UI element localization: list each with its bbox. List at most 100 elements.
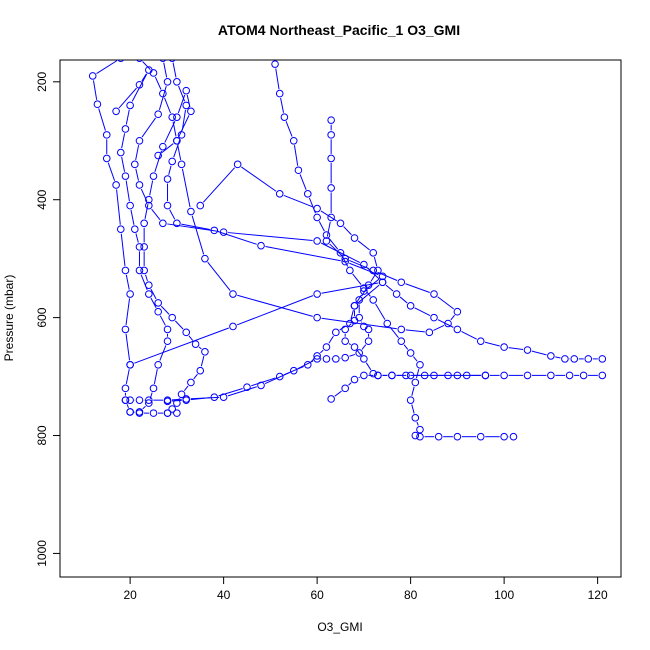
data-point bbox=[173, 136, 181, 145]
series-segment bbox=[321, 317, 397, 330]
series-segment bbox=[121, 156, 126, 172]
data-point bbox=[112, 107, 120, 116]
data-point bbox=[369, 248, 378, 257]
data-point bbox=[210, 226, 219, 235]
data-point bbox=[145, 281, 153, 289]
data-point bbox=[476, 337, 485, 345]
x-tick-label: 120 bbox=[588, 588, 608, 602]
data-point bbox=[598, 371, 607, 380]
series-segment bbox=[120, 233, 126, 267]
series-segment bbox=[149, 392, 153, 399]
data-point bbox=[121, 266, 130, 275]
data-point bbox=[327, 184, 335, 192]
data-point bbox=[121, 325, 130, 334]
series-segment bbox=[181, 223, 210, 231]
data-point bbox=[102, 154, 111, 163]
data-point bbox=[163, 409, 172, 417]
series-segment bbox=[484, 341, 500, 347]
series-segment bbox=[218, 388, 243, 397]
data-point bbox=[509, 432, 518, 441]
data-point bbox=[173, 409, 181, 417]
series-segment bbox=[177, 94, 186, 114]
data-point bbox=[163, 325, 172, 334]
data-point bbox=[416, 432, 424, 441]
series-segment bbox=[207, 261, 231, 291]
series-segment bbox=[348, 323, 352, 327]
data-point bbox=[145, 396, 153, 404]
data-point bbox=[350, 343, 359, 351]
data-point bbox=[145, 201, 153, 210]
data-point bbox=[168, 405, 176, 413]
data-point bbox=[364, 337, 373, 345]
series-segment bbox=[399, 296, 408, 304]
series-segment bbox=[237, 294, 313, 317]
data-point bbox=[565, 371, 574, 380]
data-point bbox=[570, 355, 579, 363]
data-point bbox=[453, 325, 462, 334]
series-segment bbox=[361, 344, 367, 350]
series-segment bbox=[385, 284, 394, 292]
data-point bbox=[350, 234, 359, 242]
data-point bbox=[406, 349, 415, 357]
series-segment bbox=[130, 209, 135, 225]
data-point bbox=[350, 375, 359, 384]
data-point bbox=[280, 113, 289, 121]
series-segment bbox=[326, 221, 331, 237]
data-point bbox=[598, 355, 607, 363]
data-point bbox=[149, 384, 158, 393]
y-tick-label: 800 bbox=[35, 425, 49, 445]
series-segment bbox=[299, 174, 307, 190]
y-tick-label: 200 bbox=[35, 71, 49, 91]
data-point bbox=[173, 219, 181, 228]
data-point bbox=[430, 290, 438, 298]
data-point bbox=[500, 343, 508, 351]
series-segment bbox=[140, 188, 148, 202]
data-point bbox=[196, 366, 205, 375]
data-point bbox=[332, 328, 340, 337]
series-segment bbox=[389, 326, 399, 338]
y-tick-label: 600 bbox=[35, 307, 49, 327]
data-point bbox=[294, 166, 303, 175]
data-point bbox=[336, 219, 345, 228]
series-segment bbox=[320, 349, 324, 354]
series-segment bbox=[373, 256, 378, 267]
series-segment bbox=[118, 87, 137, 109]
series-segment bbox=[285, 121, 293, 137]
data-point bbox=[243, 383, 251, 391]
series-segment bbox=[350, 310, 354, 320]
data-point bbox=[579, 371, 588, 380]
data-point bbox=[322, 237, 331, 245]
series-segment bbox=[142, 61, 151, 71]
data-point bbox=[182, 86, 191, 95]
series-segment bbox=[202, 167, 235, 203]
series-segment bbox=[125, 274, 130, 290]
data-point bbox=[159, 142, 167, 151]
series-4 bbox=[163, 60, 607, 380]
data-point bbox=[327, 154, 335, 163]
data-point bbox=[201, 254, 209, 263]
series-7 bbox=[112, 66, 172, 416]
data-point bbox=[229, 322, 237, 331]
data-point bbox=[168, 113, 176, 121]
series-segment bbox=[116, 189, 121, 225]
series-segment bbox=[265, 246, 341, 262]
series-segment bbox=[134, 327, 229, 364]
data-point bbox=[388, 371, 396, 380]
data-point bbox=[121, 384, 130, 393]
series-segment bbox=[198, 346, 202, 350]
series-segment bbox=[320, 210, 337, 222]
data-point bbox=[177, 390, 186, 399]
series-segment bbox=[365, 362, 372, 371]
data-point bbox=[430, 313, 438, 322]
series-segment bbox=[125, 180, 130, 202]
data-point bbox=[416, 360, 424, 369]
data-point bbox=[327, 213, 335, 222]
data-point bbox=[191, 340, 200, 348]
data-point bbox=[425, 328, 434, 337]
series-segment bbox=[321, 282, 379, 294]
series-segment bbox=[339, 325, 347, 331]
data-point bbox=[355, 349, 364, 357]
data-point bbox=[121, 396, 130, 404]
data-point bbox=[145, 399, 153, 407]
data-point bbox=[149, 409, 158, 417]
